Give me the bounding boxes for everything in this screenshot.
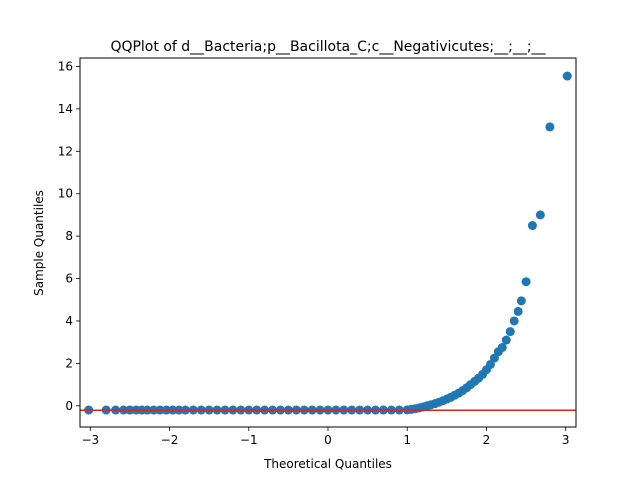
y-tick-label: 8 [65, 229, 73, 243]
x-tick-label: 2 [483, 433, 491, 447]
y-axis-title: Sample Quantiles [32, 190, 46, 296]
data-point [501, 335, 511, 345]
x-tick-label: −3 [81, 433, 99, 447]
data-point [513, 306, 523, 316]
y-tick-label: 0 [65, 399, 73, 413]
y-tick-label: 16 [58, 59, 73, 73]
y-tick-label: 4 [65, 314, 73, 328]
data-point [545, 122, 555, 132]
chart-title: QQPlot of d__Bacteria;p__Bacillota_C;c__… [110, 39, 546, 55]
data-point [497, 342, 507, 352]
x-axis-title: Theoretical Quantiles [263, 457, 392, 471]
y-tick-label: 12 [58, 144, 73, 158]
x-tick-label: 0 [324, 433, 332, 447]
data-point [505, 327, 515, 337]
data-point [562, 71, 572, 81]
data-point [535, 210, 545, 220]
x-tick-label: −2 [161, 433, 179, 447]
x-tick-label: 3 [562, 433, 570, 447]
data-point [521, 277, 531, 287]
x-tick-label: −1 [240, 433, 258, 447]
y-tick-label: 10 [58, 187, 73, 201]
x-tick-label: 1 [403, 433, 411, 447]
data-point [516, 296, 526, 306]
y-tick-label: 2 [65, 356, 73, 370]
y-tick-label: 6 [65, 272, 73, 286]
data-point [509, 316, 519, 326]
data-point [527, 221, 537, 231]
y-tick-label: 14 [58, 102, 73, 116]
